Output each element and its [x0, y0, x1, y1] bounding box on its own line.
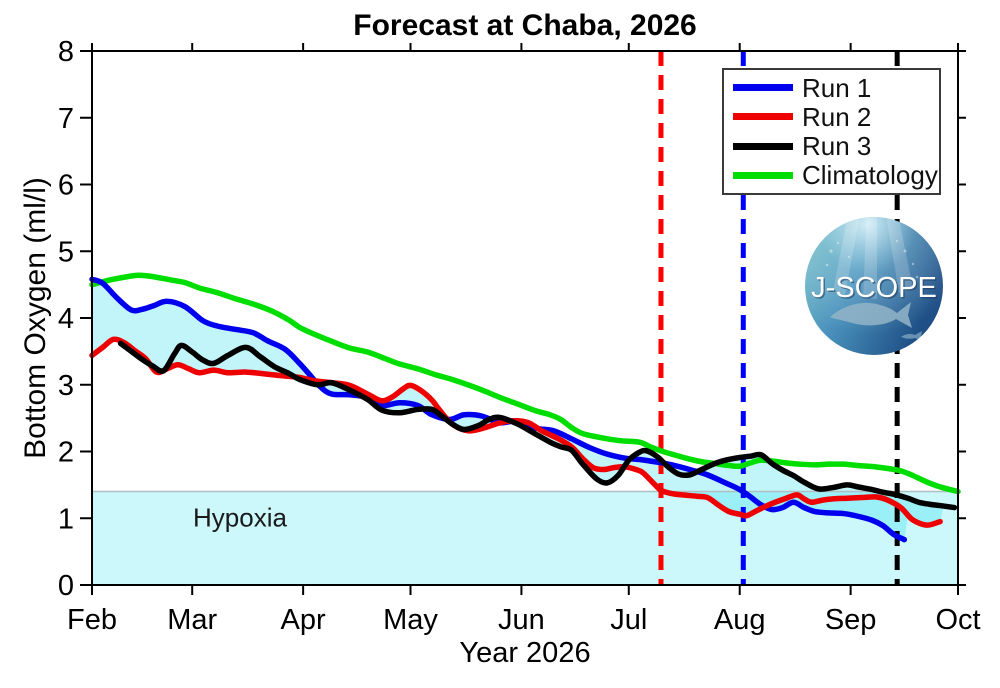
y-tick-label-7: 7 — [58, 103, 74, 135]
legend-entry-climatology: Climatology — [733, 162, 939, 188]
jscope-logo: J-SCOPE J-SCOPE — [805, 217, 943, 355]
legend-label-run-3: Run 3 — [802, 133, 871, 159]
x-tick-label-Sep: Sep — [825, 604, 877, 636]
legend-swatch-run-2 — [733, 113, 793, 120]
y-tick-label-5: 5 — [58, 236, 74, 268]
legend-swatch-run-1 — [733, 84, 793, 91]
legend-label-climatology: Climatology — [802, 162, 938, 188]
legend-swatch-run-3 — [733, 143, 793, 150]
legend-entry-run-1: Run 1 — [733, 75, 939, 101]
legend-box: Run 1 Run 2 Run 3 Climatology — [722, 68, 941, 195]
y-tick-label-4: 4 — [58, 303, 74, 335]
chart-title: Forecast at Chaba, 2026 — [92, 9, 958, 43]
legend-entry-run-2: Run 2 — [733, 104, 939, 130]
legend-label-run-2: Run 2 — [802, 104, 871, 130]
y-tick-label-8: 8 — [58, 36, 74, 68]
x-axis-label: Year 2026 — [92, 637, 958, 670]
forecast-figure: Feb Mar Apr May Jun Jul Aug Sep Oct 0 1 2 3 4 5 6 7 8 For… — [0, 0, 1000, 688]
legend-label-run-1: Run 1 — [802, 75, 871, 101]
x-tick-label-Jul: Jul — [610, 604, 647, 636]
y-tick-label-1: 1 — [58, 503, 74, 535]
x-tick-label-May: May — [383, 604, 438, 636]
y-tick-label-6: 6 — [58, 170, 74, 202]
x-tick-label-Jun: Jun — [498, 604, 545, 636]
x-tick-label-Oct: Oct — [935, 604, 980, 636]
y-tick-label-0: 0 — [58, 570, 74, 602]
legend-swatch-climatology — [733, 172, 793, 179]
y-tick-label-2: 2 — [58, 437, 74, 469]
y-axis-label: Bottom Oxygen (ml/l) — [19, 177, 53, 459]
x-tick-label-Mar: Mar — [167, 604, 217, 636]
x-tick-label-Feb: Feb — [67, 604, 117, 636]
x-tick-label-Aug: Aug — [714, 604, 766, 636]
legend-entry-run-3: Run 3 — [733, 133, 939, 159]
logo-text: J-SCOPE — [811, 272, 937, 304]
hypoxia-label: Hypoxia — [193, 503, 287, 534]
y-tick-label-3: 3 — [58, 370, 74, 402]
x-tick-label-Apr: Apr — [281, 604, 326, 636]
